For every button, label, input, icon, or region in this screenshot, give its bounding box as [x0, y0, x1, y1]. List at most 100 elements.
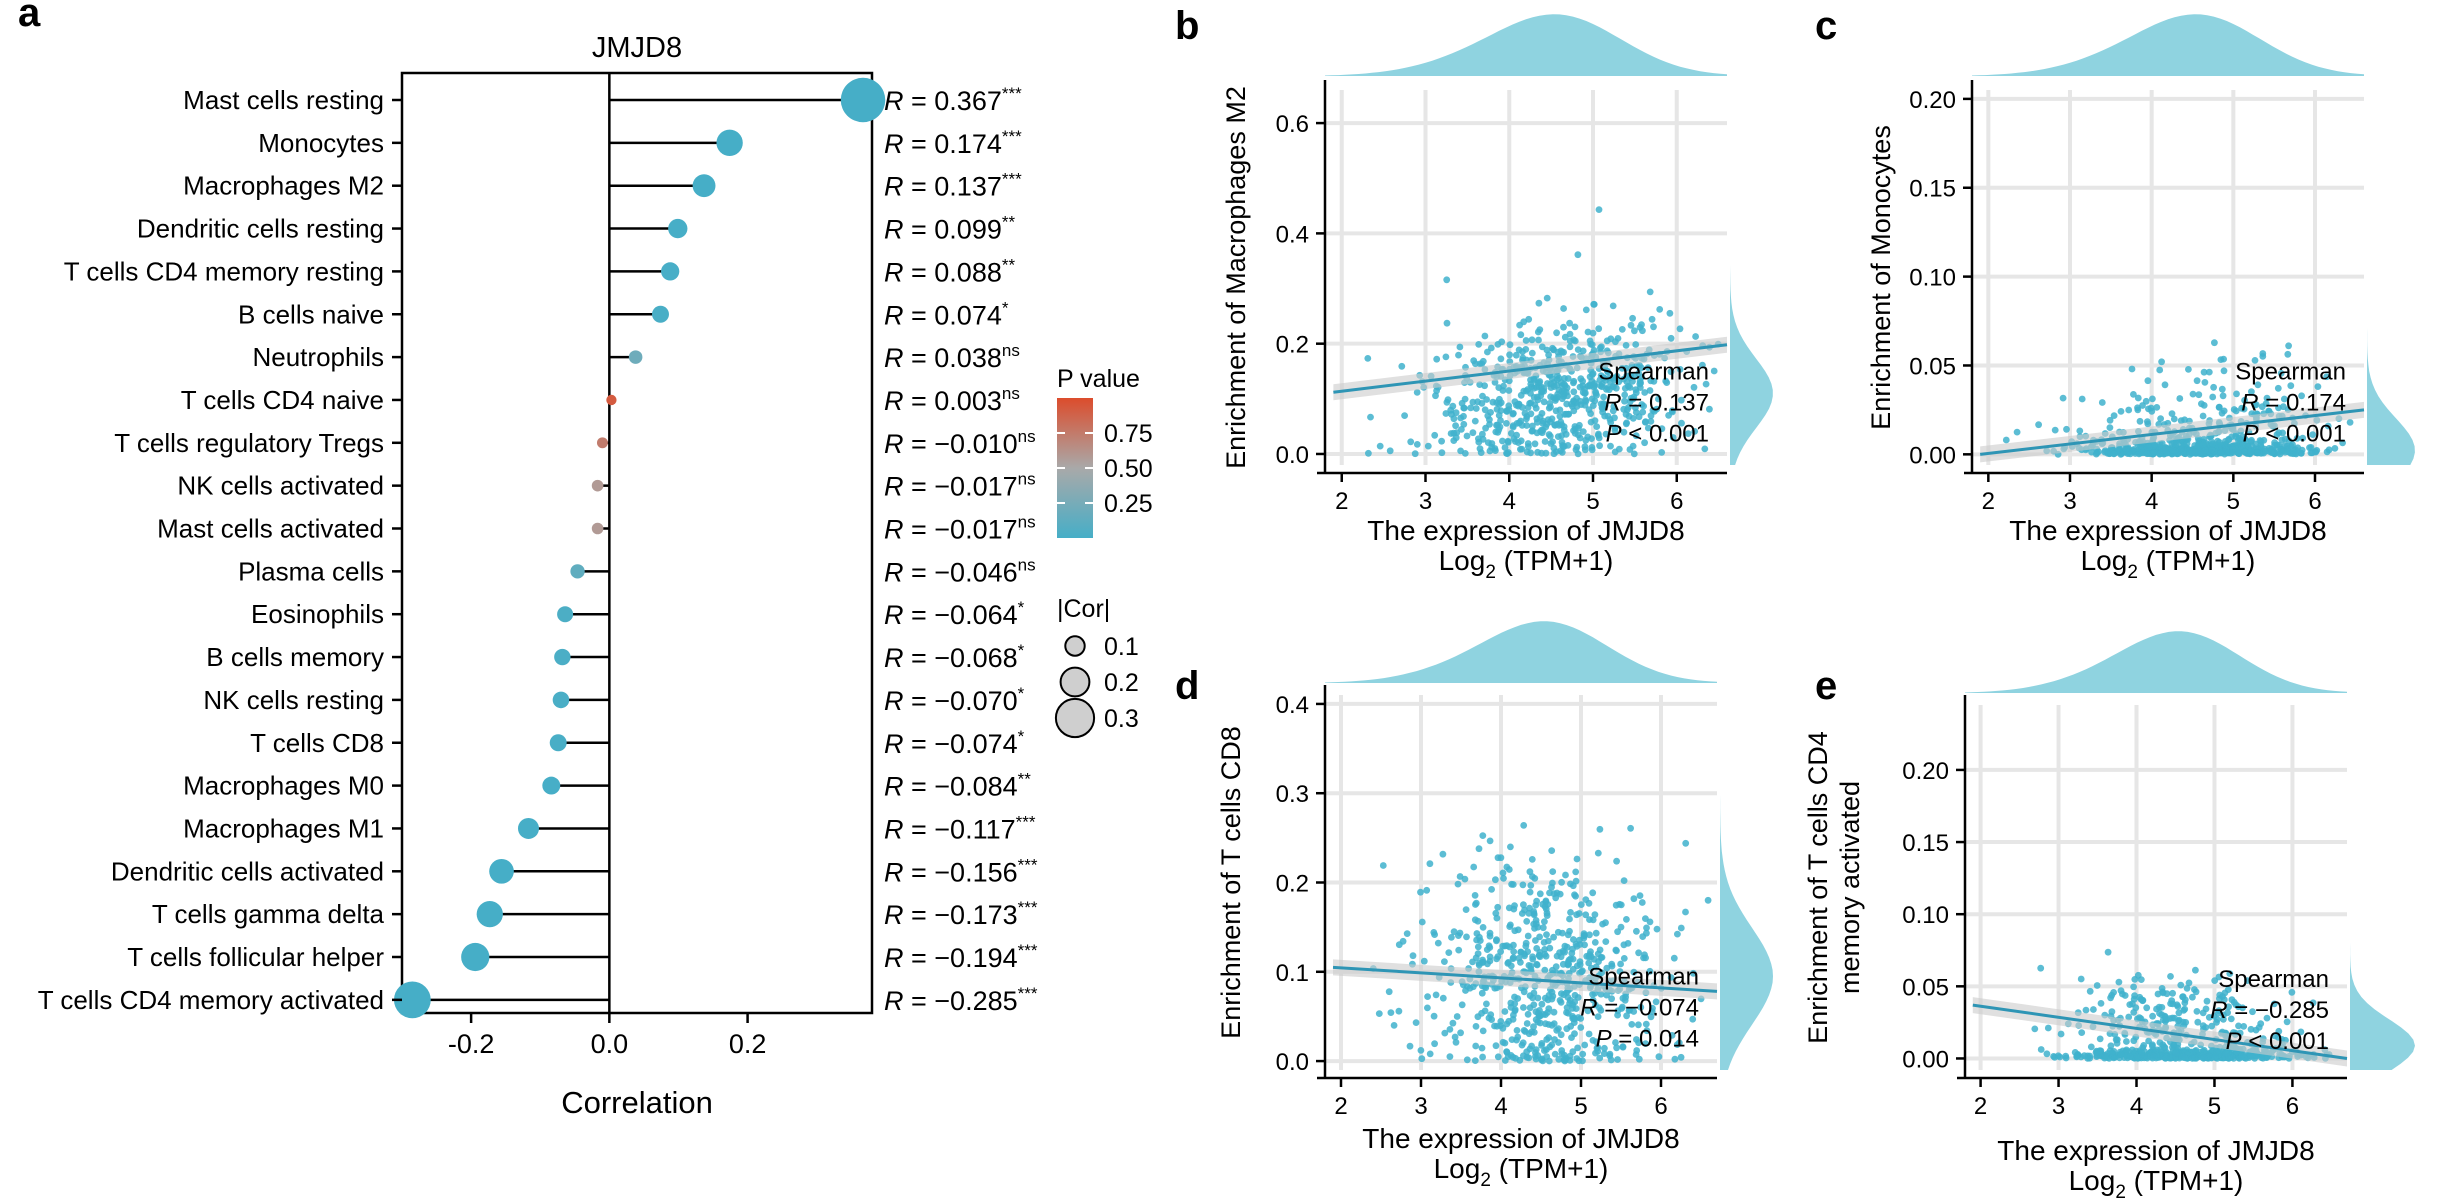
data-point — [1623, 372, 1631, 380]
data-point — [1548, 988, 1556, 996]
data-point — [1457, 447, 1464, 455]
data-point — [2199, 1009, 2207, 1017]
r-value-text: R = 0.003ns — [884, 384, 1020, 416]
data-point — [1456, 929, 1464, 937]
data-point — [1592, 929, 1600, 937]
p-tick-label: 0.75 — [1104, 420, 1153, 448]
data-point — [1650, 323, 1657, 331]
data-point — [1484, 439, 1492, 446]
data-point — [2263, 1014, 2271, 1022]
data-point — [1452, 409, 1460, 417]
data-point — [1577, 1015, 1585, 1022]
data-point — [1458, 1001, 1466, 1009]
data-point — [1592, 1001, 1599, 1009]
cor-size-label: 0.1 — [1104, 633, 1139, 661]
data-point — [1630, 450, 1638, 458]
data-point — [1701, 445, 1709, 453]
data-point — [2193, 1008, 2201, 1015]
data-point — [1528, 349, 1536, 357]
data-point — [1494, 1053, 1502, 1061]
y-tick-label: 0.6 — [1276, 111, 1309, 138]
data-point — [1453, 1013, 1461, 1020]
data-point — [1638, 899, 1646, 906]
data-point — [2177, 445, 2185, 453]
data-point — [2198, 400, 2205, 408]
row-label: Monocytes — [258, 128, 384, 158]
data-point — [1503, 450, 1511, 457]
data-point — [2262, 400, 2270, 408]
data-point — [1471, 417, 1479, 425]
data-point — [1682, 908, 1689, 916]
data-point — [1677, 396, 1685, 404]
data-point — [1532, 1049, 1539, 1056]
data-point — [1648, 315, 1656, 323]
x-tick-label: 2 — [1335, 488, 1348, 515]
data-point — [1367, 413, 1374, 421]
data-point — [1636, 324, 1644, 331]
data-point — [2239, 1004, 2247, 1012]
data-point — [2298, 446, 2306, 454]
data-point — [1507, 962, 1515, 970]
data-point — [1439, 850, 1447, 858]
data-point — [2062, 1052, 2070, 1060]
panel-letter-a: a — [18, 0, 41, 35]
y-tick-label: 0.20 — [1909, 87, 1956, 114]
data-point — [1567, 400, 1575, 408]
data-point — [1529, 422, 1536, 430]
data-point — [2307, 444, 2315, 451]
data-point — [2172, 1049, 2180, 1057]
data-point — [2149, 1012, 2157, 1020]
data-point — [1548, 883, 1555, 891]
data-point — [2158, 358, 2166, 366]
cor-size-circle — [1054, 697, 1096, 739]
lollipop-point — [628, 350, 643, 364]
data-point — [1475, 341, 1483, 348]
y-axis-label: Enrichment of Monocytes — [1866, 125, 1896, 430]
data-point — [1648, 1008, 1656, 1016]
data-point — [1413, 441, 1421, 448]
data-point — [1499, 942, 1507, 950]
data-point — [1475, 960, 1483, 967]
data-point — [1543, 346, 1551, 354]
data-point — [1430, 929, 1438, 936]
data-point — [2168, 410, 2176, 417]
data-point — [1562, 410, 1570, 418]
lollipop-point — [517, 817, 539, 839]
lollipop-point — [652, 305, 669, 323]
data-point — [1613, 947, 1620, 955]
data-point — [1423, 886, 1431, 894]
data-point — [2279, 403, 2287, 411]
data-point — [1593, 391, 1600, 399]
data-point — [1570, 936, 1577, 943]
data-point — [1515, 346, 1523, 354]
r-value-text: R = 0.038ns — [884, 341, 1020, 373]
y-axis-label: Enrichment of T cells CD4 — [1803, 731, 1833, 1044]
data-point — [1474, 943, 1482, 951]
data-point — [1596, 825, 1604, 833]
data-point — [2222, 1050, 2230, 1057]
data-point — [1520, 387, 1528, 395]
data-point — [2274, 384, 2282, 392]
data-point — [1579, 347, 1587, 355]
data-point — [2200, 1046, 2208, 1054]
data-point — [1511, 993, 1518, 1001]
data-point — [2285, 437, 2293, 445]
data-point — [2092, 1049, 2100, 1056]
data-point — [1376, 442, 1384, 450]
data-point — [1558, 448, 1566, 456]
row-label: T cells regulatory Tregs — [114, 428, 384, 458]
data-point — [1562, 871, 1569, 879]
data-point — [1424, 442, 1432, 450]
data-point — [2268, 449, 2276, 456]
r-value-text: R = −0.084** — [884, 770, 1031, 802]
x-tick-label: 5 — [2227, 488, 2240, 515]
data-point — [1510, 954, 1517, 961]
data-point — [1499, 1024, 1507, 1032]
data-point — [1449, 402, 1457, 410]
data-point — [1675, 1039, 1683, 1047]
data-point — [1603, 337, 1611, 345]
data-point — [2293, 435, 2301, 442]
data-point — [1665, 412, 1672, 419]
data-point — [1542, 952, 1550, 960]
